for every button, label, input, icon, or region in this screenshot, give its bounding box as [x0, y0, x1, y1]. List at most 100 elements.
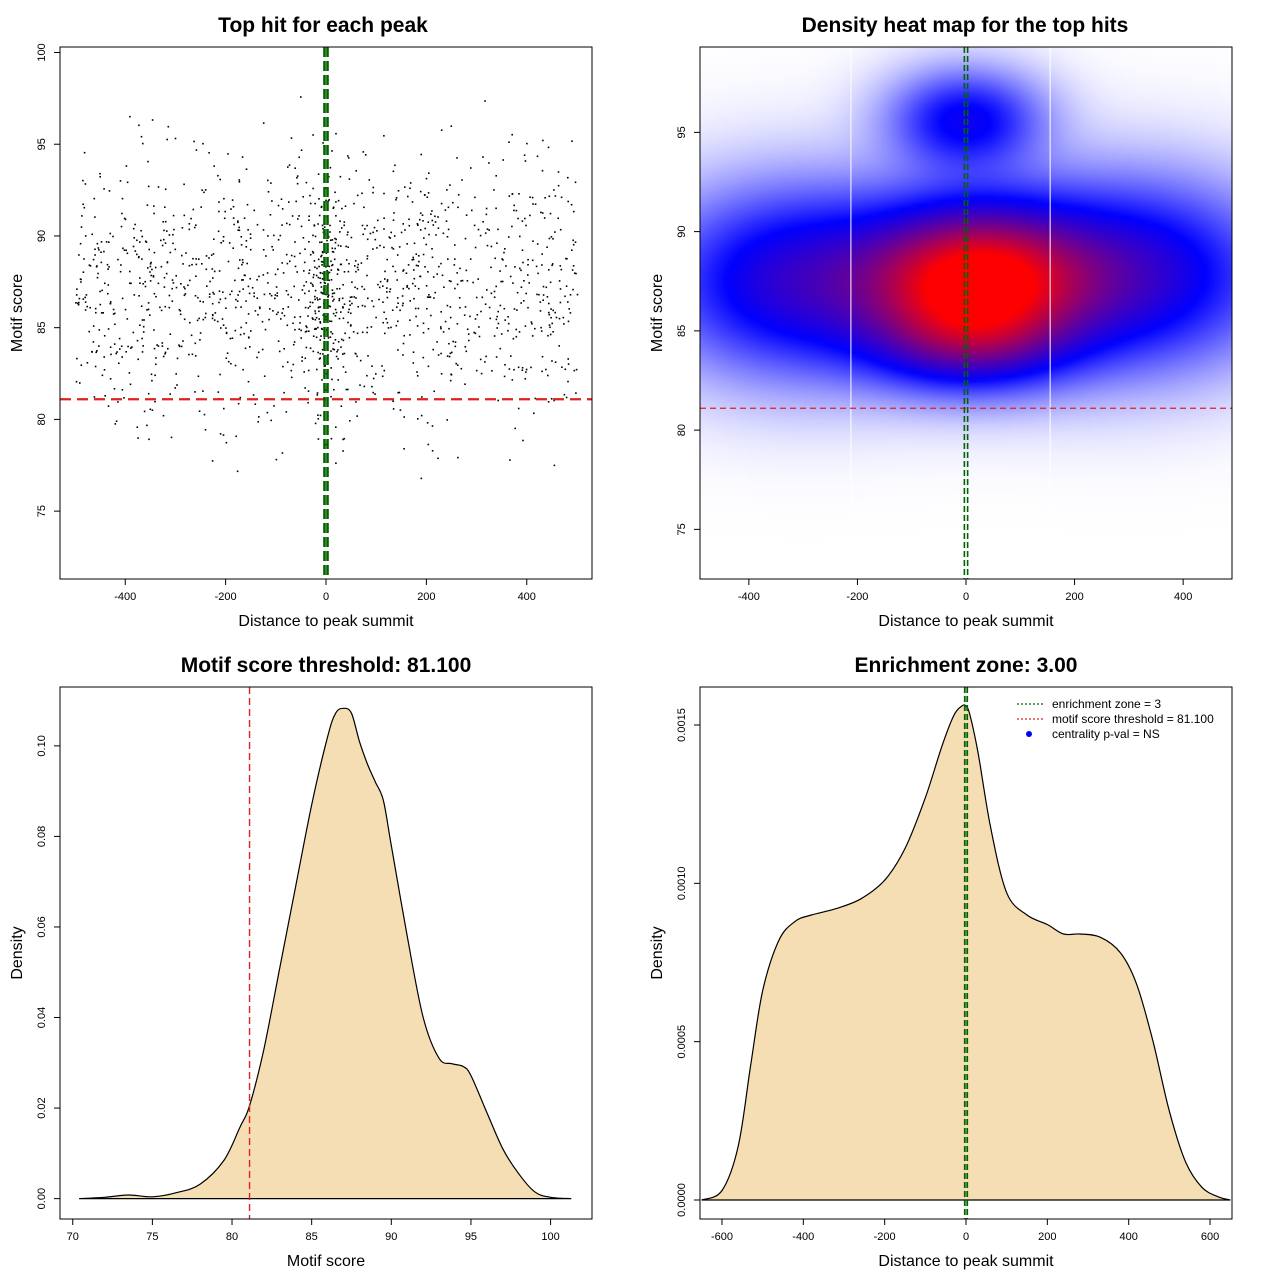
scatter-point	[290, 296, 292, 299]
scatter-point	[238, 290, 241, 293]
y-tick-label: 0.08	[36, 826, 48, 847]
scatter-point	[75, 294, 78, 296]
scatter-point	[376, 247, 378, 249]
scatter-point	[488, 162, 490, 164]
scatter-point	[317, 223, 319, 225]
scatter-point	[388, 290, 391, 293]
scatter-point	[95, 311, 97, 314]
scatter-point	[171, 300, 174, 302]
scatter-point	[100, 261, 103, 264]
scatter-point	[131, 346, 133, 348]
y-tick-label: 0.06	[36, 916, 48, 937]
scatter-point	[505, 265, 507, 267]
scatter-point	[456, 283, 459, 286]
scatter-point	[109, 302, 112, 305]
scatter-point	[213, 270, 216, 273]
scatter-point	[268, 318, 270, 321]
scatter-point	[444, 209, 447, 211]
scatter-point	[300, 149, 303, 151]
scatter-point	[107, 405, 110, 407]
scatter-point	[440, 326, 442, 328]
scatter-point	[330, 367, 332, 369]
scatter-point	[227, 153, 229, 155]
scatter-point	[426, 296, 429, 298]
scatter-point	[517, 217, 519, 220]
scatter-point	[407, 195, 409, 198]
scatter-point	[166, 230, 168, 232]
scatter-point	[107, 268, 109, 270]
scatter-point	[197, 296, 199, 299]
scatter-point	[535, 265, 538, 268]
scatter-point	[481, 296, 484, 299]
scatter-point	[397, 349, 399, 351]
scatter-point	[88, 264, 91, 266]
scatter-point	[356, 355, 358, 358]
scatter-point	[239, 259, 241, 261]
scatter-point	[519, 267, 521, 270]
x-tick-label: -400	[792, 1231, 814, 1243]
scatter-point	[162, 414, 165, 417]
scatter-point	[373, 226, 376, 229]
scatter-point	[138, 295, 140, 297]
y-tick-label: 95	[36, 138, 48, 150]
scatter-point	[257, 351, 260, 354]
scatter-point	[287, 293, 289, 296]
scatter-point	[456, 272, 458, 274]
scatter-point	[511, 193, 514, 195]
scatter-point	[565, 285, 568, 287]
scatter-point	[217, 230, 220, 233]
scatter-point	[334, 315, 337, 317]
scatter-point	[485, 207, 488, 210]
scatter-point	[546, 296, 549, 298]
scatter-point	[263, 375, 266, 377]
scatter-point	[183, 183, 185, 186]
scatter-point	[331, 289, 334, 291]
scatter-point	[320, 272, 322, 274]
scatter-point	[331, 150, 333, 152]
scatter-point	[473, 224, 476, 227]
scatter-point	[193, 140, 195, 143]
scatter-point	[238, 181, 241, 183]
scatter-point	[315, 328, 317, 330]
scatter-point	[241, 279, 243, 281]
scatter-point	[213, 238, 215, 240]
scatter-point	[80, 364, 83, 366]
scatter-point	[474, 318, 477, 320]
scatter-point	[196, 319, 199, 322]
scatter-point	[567, 380, 569, 383]
scatter-point	[307, 401, 309, 404]
scatter-point	[349, 420, 351, 422]
scatter-point	[319, 306, 322, 308]
scatter-point	[190, 334, 193, 337]
scatter-point	[340, 346, 342, 348]
scatter-point	[253, 292, 255, 294]
scatter-point	[141, 351, 144, 353]
scatter-point	[490, 292, 493, 295]
scatter-point	[204, 429, 207, 431]
y-tick-label: 0.02	[36, 1097, 48, 1118]
scatter-point	[454, 341, 457, 343]
legend: enrichment zone = 3 motif score threshol…	[1017, 697, 1214, 741]
scatter-point	[220, 327, 222, 329]
scatter-point	[154, 374, 156, 377]
scatter-point	[237, 229, 239, 231]
x-tick-label: -200	[846, 591, 868, 603]
scatter-point	[503, 251, 505, 254]
scatter-point	[446, 419, 448, 421]
scatter-point	[213, 293, 215, 295]
scatter-point	[486, 244, 489, 247]
scatter-point	[343, 437, 346, 440]
distance-density-panel: Enrichment zone: 3.00 -600 -400 -200 0 200 40…	[649, 654, 1233, 1270]
scatter-point	[83, 151, 86, 154]
scatter-point	[247, 229, 249, 231]
scatter-point	[140, 135, 143, 138]
scatter-point	[99, 290, 101, 293]
scatter-point	[378, 298, 380, 301]
y-tick-label: 95	[676, 126, 688, 138]
scatter-point	[551, 322, 553, 325]
scatter-point	[180, 345, 183, 348]
scatter-point	[351, 302, 353, 305]
scatter-point	[141, 258, 143, 260]
scatter-point	[490, 266, 492, 269]
scatter-point	[304, 306, 307, 309]
